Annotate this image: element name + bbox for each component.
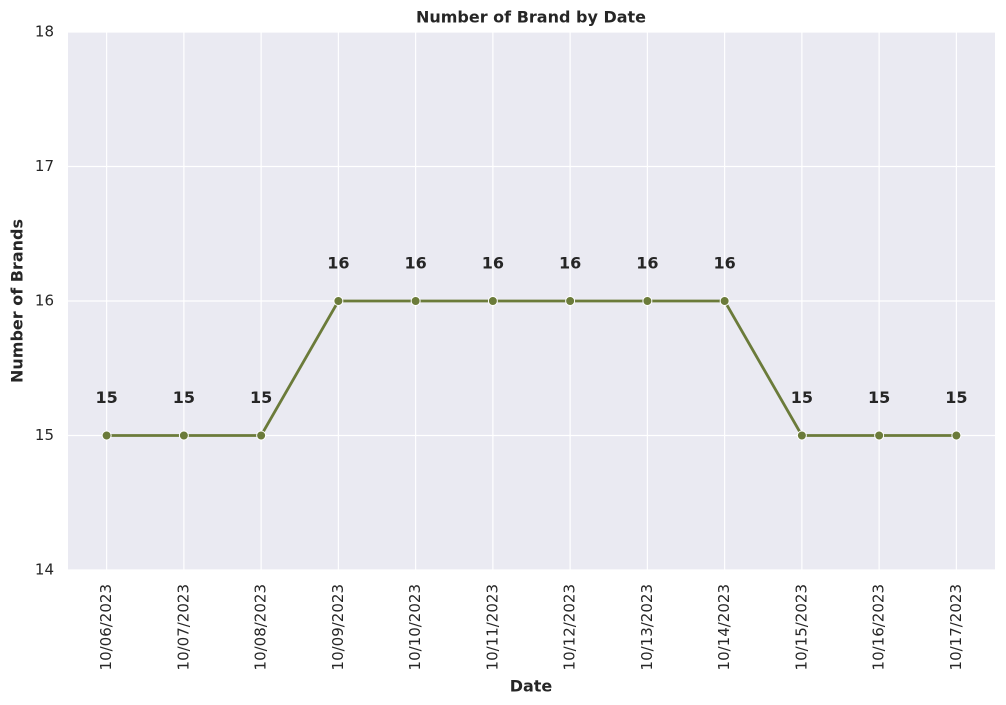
y-tick-label: 17 [35, 157, 54, 175]
y-tick-label: 15 [35, 426, 54, 444]
marker [178, 430, 189, 441]
value-label: 15 [945, 388, 967, 407]
value-label: 16 [404, 254, 426, 273]
value-label: 16 [636, 254, 658, 273]
x-tick-label: 10/17/2023 [947, 584, 965, 670]
marker [796, 430, 807, 441]
value-label: 15 [791, 388, 813, 407]
y-tick-label: 14 [35, 561, 54, 579]
value-label: 16 [327, 254, 349, 273]
y-tick-label: 16 [35, 292, 54, 310]
marker [874, 430, 885, 441]
value-label: 15 [250, 388, 272, 407]
line [106, 299, 957, 437]
value-label: 16 [482, 254, 504, 273]
value-label: 15 [173, 388, 195, 407]
marker [565, 296, 576, 306]
x-tick-label: 10/10/2023 [406, 584, 424, 670]
marker [487, 296, 498, 306]
x-axis-label: Date [510, 677, 553, 696]
marker [951, 430, 962, 441]
value-label: 16 [713, 254, 735, 273]
x-tick-label: 10/14/2023 [715, 584, 733, 670]
x-tick-label: 10/06/2023 [97, 584, 115, 670]
marker [410, 296, 421, 306]
x-tick-label: 10/07/2023 [174, 584, 192, 670]
x-tick-label: 10/09/2023 [329, 584, 347, 670]
x-tick-label: 10/11/2023 [483, 584, 501, 670]
x-tick-label: 10/16/2023 [870, 584, 888, 670]
y-axis-label: Number of Brands [8, 219, 27, 383]
marker [719, 296, 730, 306]
x-tick-label: 10/08/2023 [252, 584, 270, 670]
marker [333, 296, 344, 306]
x-tick-label: 10/12/2023 [561, 584, 579, 670]
y-tick-label: 18 [35, 23, 54, 41]
chart-title: Number of Brand by Date [416, 8, 646, 27]
marker [256, 430, 267, 441]
value-label: 15 [95, 388, 117, 407]
marker [642, 296, 653, 306]
value-label: 16 [559, 254, 581, 273]
x-tick-label: 10/13/2023 [638, 584, 656, 670]
x-tick-label: 10/15/2023 [792, 584, 810, 670]
value-label: 15 [868, 388, 890, 407]
marker [101, 430, 112, 441]
